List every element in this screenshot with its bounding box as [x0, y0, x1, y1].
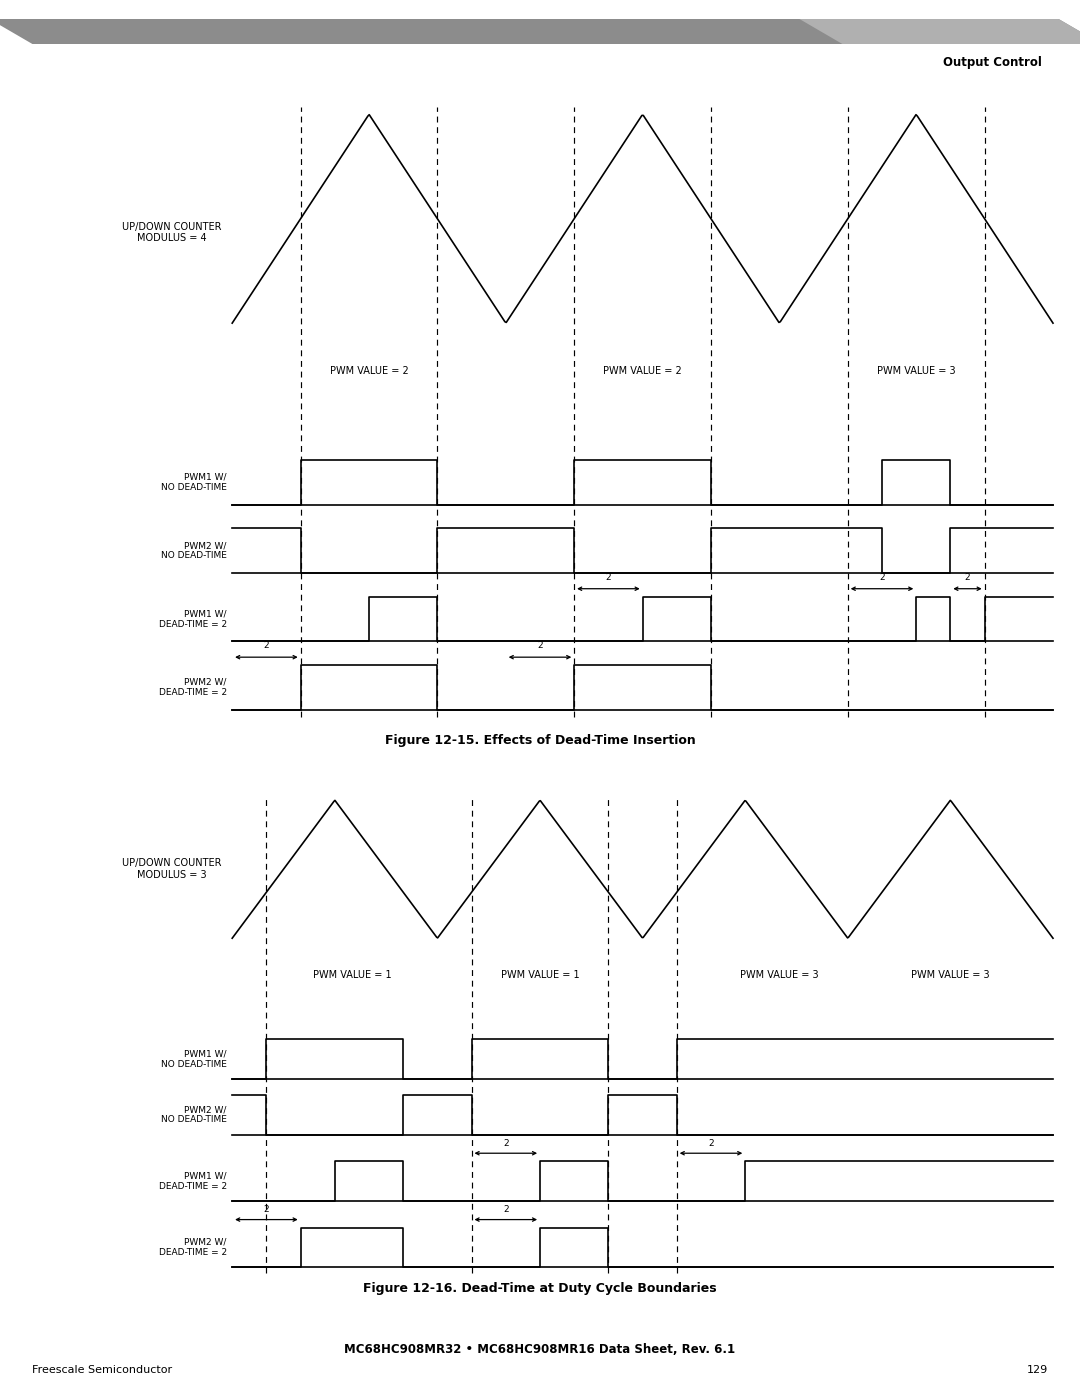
Text: Figure 12-16. Dead-Time at Duty Cycle Boundaries: Figure 12-16. Dead-Time at Duty Cycle Bo…: [363, 1282, 717, 1295]
Text: Freescale Semiconductor: Freescale Semiconductor: [32, 1365, 173, 1376]
Text: PWM VALUE = 3: PWM VALUE = 3: [740, 971, 819, 981]
Text: PWM1 W/
NO DEAD-TIME: PWM1 W/ NO DEAD-TIME: [161, 472, 227, 492]
Text: PWM1 W/
DEAD-TIME = 2: PWM1 W/ DEAD-TIME = 2: [159, 609, 227, 629]
Text: UP/DOWN COUNTER
MODULUS = 4: UP/DOWN COUNTER MODULUS = 4: [122, 222, 221, 243]
Text: Output Control: Output Control: [943, 56, 1042, 68]
Polygon shape: [799, 20, 1080, 45]
Text: UP/DOWN COUNTER
MODULUS = 3: UP/DOWN COUNTER MODULUS = 3: [122, 858, 221, 880]
Text: 2: 2: [264, 1206, 269, 1214]
Text: PWM1 W/
DEAD-TIME = 2: PWM1 W/ DEAD-TIME = 2: [159, 1172, 227, 1190]
Text: PWM VALUE = 2: PWM VALUE = 2: [329, 366, 408, 376]
Text: 129: 129: [1026, 1365, 1048, 1376]
Text: 2: 2: [503, 1139, 509, 1148]
Text: PWM VALUE = 1: PWM VALUE = 1: [501, 971, 579, 981]
Text: Figure 12-15. Effects of Dead-Time Insertion: Figure 12-15. Effects of Dead-Time Inser…: [384, 735, 696, 747]
Text: PWM VALUE = 3: PWM VALUE = 3: [912, 971, 989, 981]
Text: MC68HC908MR32 • MC68HC908MR16 Data Sheet, Rev. 6.1: MC68HC908MR32 • MC68HC908MR16 Data Sheet…: [345, 1343, 735, 1356]
Text: PWM2 W/
DEAD-TIME = 2: PWM2 W/ DEAD-TIME = 2: [159, 678, 227, 697]
Text: 2: 2: [537, 641, 543, 651]
Text: 2: 2: [606, 573, 611, 583]
Text: PWM2 W/
DEAD-TIME = 2: PWM2 W/ DEAD-TIME = 2: [159, 1238, 227, 1257]
Text: 2: 2: [964, 573, 970, 583]
Text: 2: 2: [879, 573, 885, 583]
Text: 2: 2: [503, 1206, 509, 1214]
Polygon shape: [0, 20, 1080, 45]
Text: PWM VALUE = 2: PWM VALUE = 2: [604, 366, 681, 376]
Text: PWM VALUE = 1: PWM VALUE = 1: [312, 971, 391, 981]
Text: PWM2 W/
NO DEAD-TIME: PWM2 W/ NO DEAD-TIME: [161, 1105, 227, 1125]
Text: 2: 2: [264, 641, 269, 651]
Text: PWM1 W/
NO DEAD-TIME: PWM1 W/ NO DEAD-TIME: [161, 1049, 227, 1069]
Text: PWM VALUE = 3: PWM VALUE = 3: [877, 366, 956, 376]
Text: 2: 2: [708, 1139, 714, 1148]
Text: PWM2 W/
NO DEAD-TIME: PWM2 W/ NO DEAD-TIME: [161, 541, 227, 560]
